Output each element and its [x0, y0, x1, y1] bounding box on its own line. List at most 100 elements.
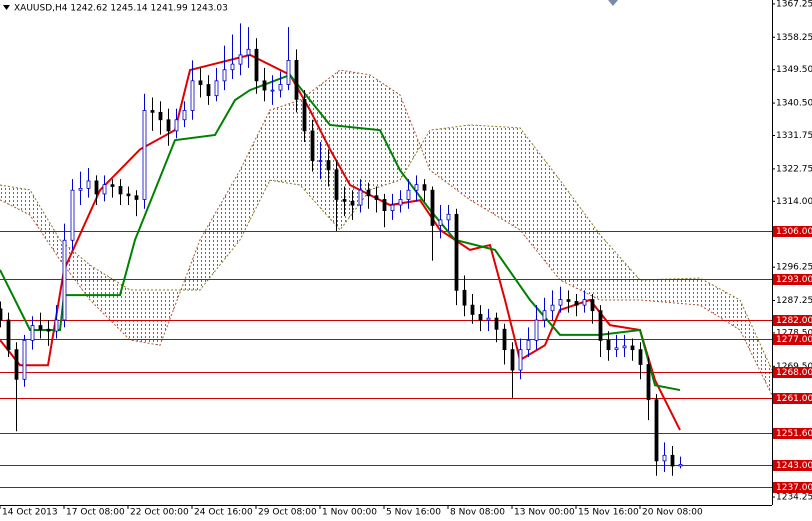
candle-body	[662, 454, 667, 462]
candle-body	[414, 184, 419, 191]
candle-body	[110, 184, 115, 187]
y-tick-label: 1314.00	[776, 197, 812, 207]
candle-body	[382, 199, 387, 212]
x-tick-label: 22 Oct 00:00	[130, 508, 189, 518]
level-label-box	[773, 274, 812, 285]
candle-body	[606, 339, 611, 351]
level-label-box	[773, 226, 812, 237]
candle-body	[486, 317, 491, 321]
y-tick-label: 1269.50	[776, 362, 812, 372]
candle-body	[86, 180, 91, 189]
y-tick-label: 1358.25	[776, 33, 812, 43]
candle-body	[670, 454, 675, 467]
candle-body	[118, 186, 123, 195]
candle-body	[566, 299, 571, 302]
cloud-fill	[60, 239, 90, 300]
x-tick-label: 5 Nov 16:00	[386, 508, 441, 518]
candle-body	[598, 310, 603, 341]
candle-body	[342, 199, 347, 202]
candle-body	[398, 199, 403, 206]
candle-body	[502, 328, 507, 351]
candle-body	[478, 314, 483, 321]
level-label: 1237.00	[776, 483, 812, 493]
cloud-fill	[270, 100, 300, 186]
cloud-fill	[30, 189, 60, 260]
candle-body	[174, 119, 179, 132]
cloud-span-a	[0, 69, 773, 396]
candle-body	[310, 130, 315, 161]
cloud-fill	[560, 180, 600, 300]
candle-body	[126, 193, 131, 197]
level-label-box	[773, 367, 812, 378]
candle-body	[94, 180, 99, 195]
candle-body	[454, 213, 459, 291]
level-label-box	[773, 460, 812, 471]
candle-body	[30, 325, 35, 341]
candle-body	[166, 119, 171, 132]
cloud-layer	[0, 69, 773, 396]
candle-body	[254, 48, 259, 82]
cloud-fill	[0, 185, 30, 216]
cloud-span-b	[0, 124, 773, 371]
candle-body	[262, 80, 267, 91]
candle-body	[142, 110, 147, 200]
candle-body	[366, 189, 371, 197]
level-label: 1243.00	[776, 461, 812, 471]
candle-body	[62, 239, 67, 321]
y-tick-label: 1367.25	[776, 0, 812, 9]
cloud-fill	[370, 74, 400, 190]
candle-body	[574, 301, 579, 306]
indicator-line	[0, 73, 681, 392]
level-label-box	[773, 334, 812, 345]
menu-icon[interactable]	[3, 5, 10, 10]
candle-body	[150, 110, 155, 113]
candle-body	[446, 213, 451, 221]
level-label: 1306.00	[776, 227, 812, 237]
candle-body	[102, 184, 107, 195]
level-label: 1282.00	[776, 316, 812, 326]
cloud-fill	[340, 70, 370, 230]
cloud-fill	[470, 124, 520, 230]
candle-body	[246, 48, 251, 56]
candle-body	[494, 317, 499, 330]
candle-body	[182, 110, 187, 121]
candle-body	[614, 347, 619, 351]
candle-body	[590, 299, 595, 312]
candle-body	[54, 319, 59, 332]
candle-body	[558, 299, 563, 306]
candle-body	[70, 189, 75, 241]
candle-body	[270, 89, 275, 92]
x-tick-label: 20 Nov 08:00	[642, 508, 703, 518]
candle-body	[14, 349, 19, 380]
candle-body	[430, 189, 435, 226]
shift-marker[interactable]	[608, 0, 618, 6]
indicator-line	[0, 53, 681, 431]
candle-body	[422, 184, 427, 191]
x-tick-label: 8 Nov 08:00	[450, 508, 505, 518]
candle-body	[206, 84, 211, 97]
candle-body	[350, 200, 355, 206]
chart-title: XAUUSD,H4 1242.62 1245.14 1241.99 1243.0…	[14, 4, 228, 14]
cloud-fill	[520, 127, 560, 280]
level-label: 1251.60	[776, 429, 812, 439]
candle-body	[622, 345, 627, 349]
y-tick-label: 1234.25	[776, 493, 812, 503]
candle-body	[390, 204, 395, 212]
candle-body	[230, 63, 235, 71]
y-tick-label: 1322.75	[776, 164, 812, 174]
candle-body	[222, 69, 227, 82]
level-label: 1277.00	[776, 335, 812, 345]
y-tick-label: 1340.50	[776, 99, 812, 109]
candle-body	[470, 304, 475, 315]
x-tick-label: 13 Nov 00:00	[514, 508, 575, 518]
candle-body	[630, 345, 635, 351]
candle-body	[294, 60, 299, 100]
candle-body	[638, 349, 643, 365]
level-label-box	[773, 428, 812, 439]
candle-body	[134, 195, 139, 200]
candle-body	[46, 328, 51, 332]
candle-body	[6, 319, 11, 351]
y-tick-label: 1278.50	[776, 328, 812, 338]
